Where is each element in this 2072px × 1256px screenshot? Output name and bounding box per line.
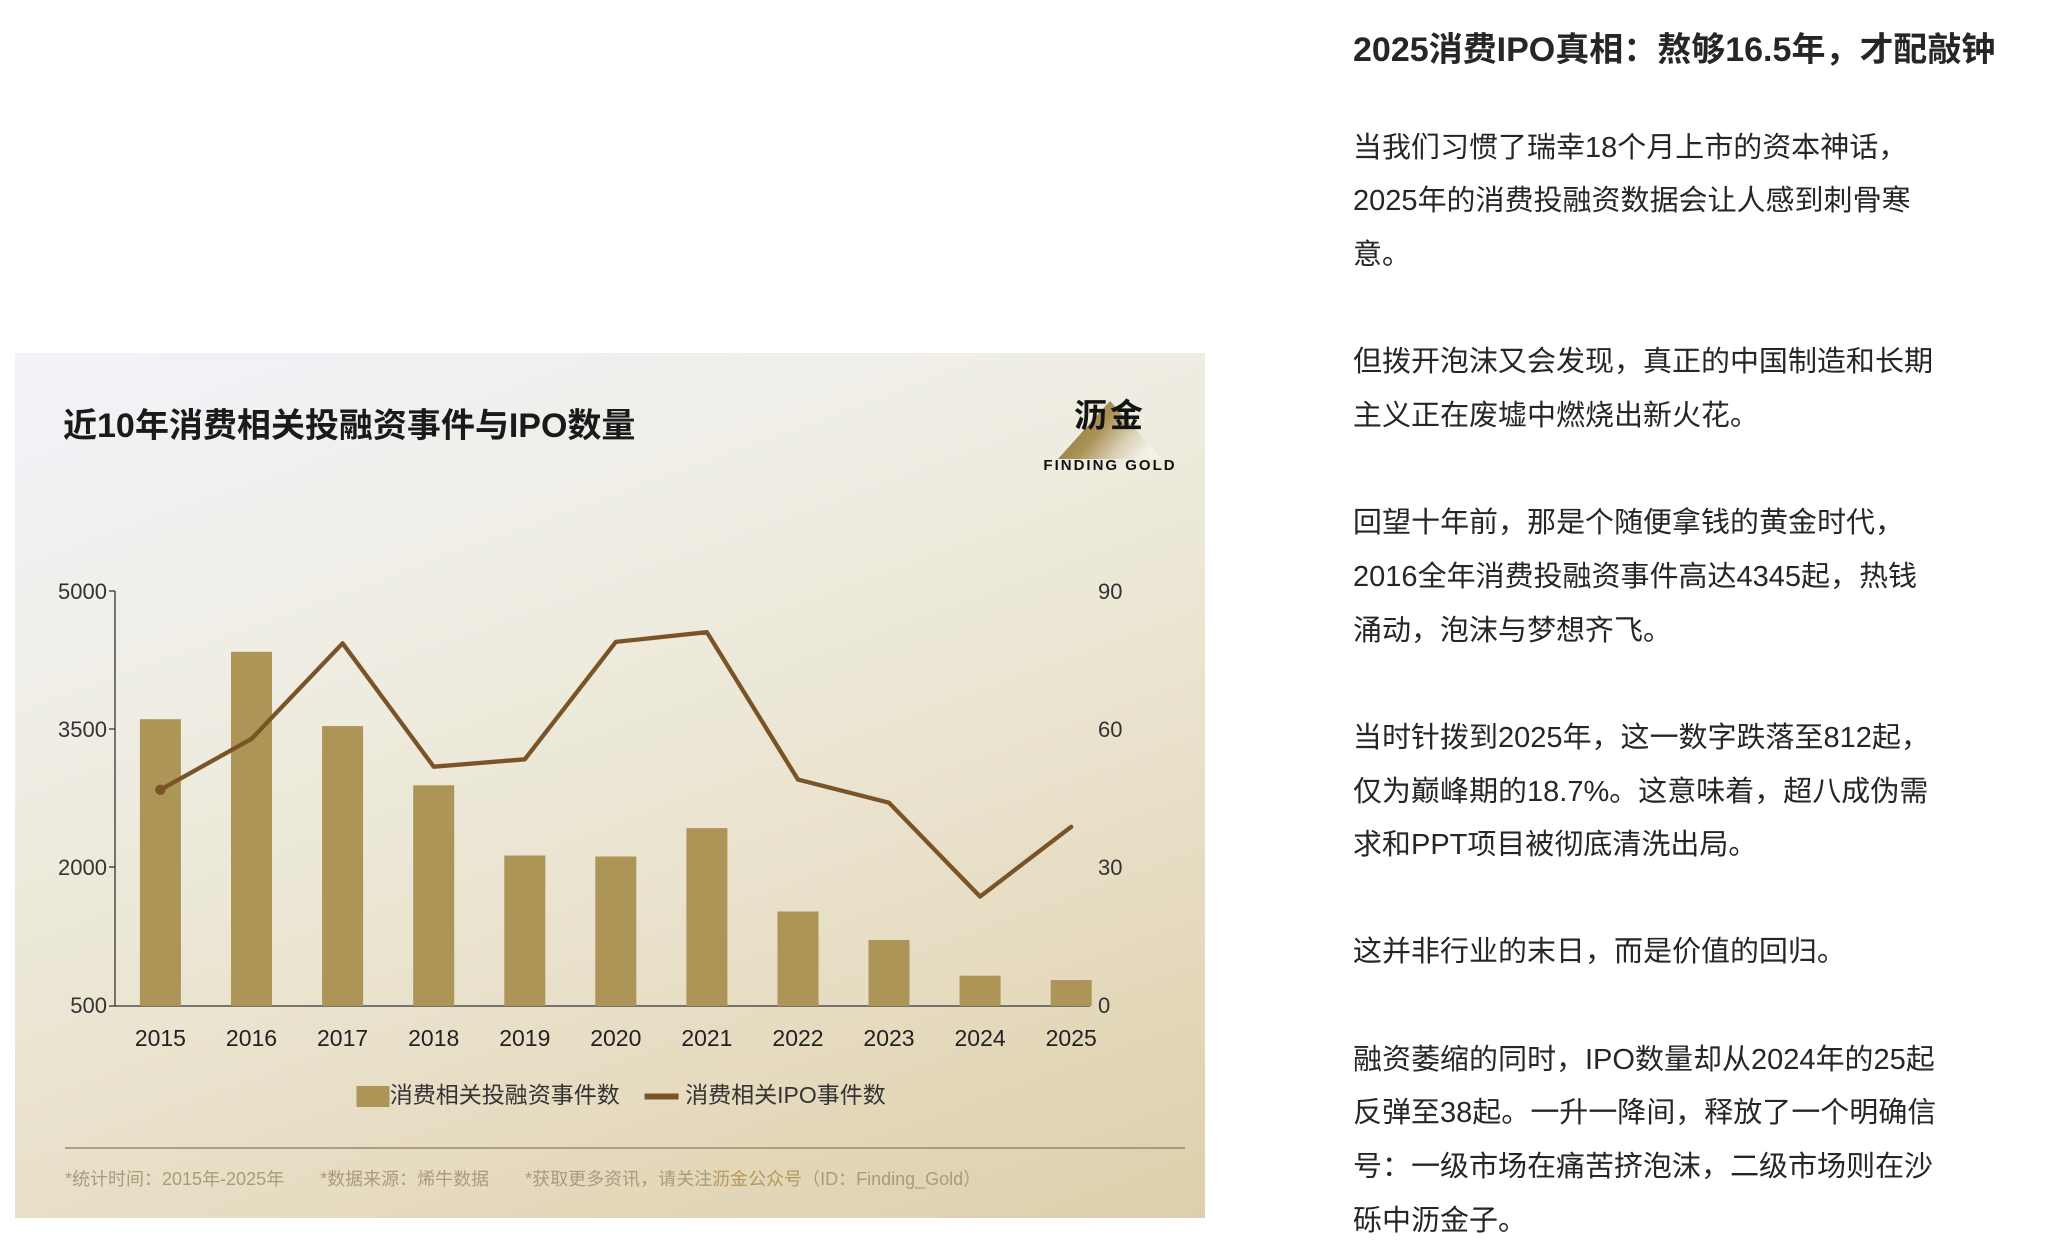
svg-text:90: 90 [1098, 579, 1122, 604]
svg-text:5000: 5000 [58, 579, 107, 604]
svg-text:2020: 2020 [590, 1025, 641, 1051]
svg-text:2017: 2017 [317, 1025, 368, 1051]
svg-text:2018: 2018 [408, 1025, 459, 1051]
svg-text:3500: 3500 [58, 717, 107, 742]
svg-text:消费相关IPO事件数: 消费相关IPO事件数 [685, 1082, 886, 1108]
svg-text:2000: 2000 [58, 855, 107, 880]
svg-text:2022: 2022 [772, 1025, 823, 1051]
svg-text:0: 0 [1098, 993, 1110, 1018]
svg-text:2025: 2025 [1046, 1025, 1097, 1051]
svg-text:*统计时间：2015年-2025年 *数据来源：烯牛数据: *统计时间：2015年-2025年 *数据来源：烯牛数据 *获取更多资讯，请关注… [65, 1169, 981, 1190]
svg-text:2023: 2023 [863, 1025, 914, 1051]
svg-text:2015: 2015 [135, 1025, 186, 1051]
svg-text:60: 60 [1098, 717, 1122, 742]
svg-text:2021: 2021 [681, 1025, 732, 1051]
svg-text:2019: 2019 [499, 1025, 550, 1051]
svg-text:500: 500 [70, 993, 107, 1018]
svg-text:2016: 2016 [226, 1025, 277, 1051]
svg-text:2024: 2024 [955, 1025, 1006, 1051]
svg-text:消费相关投融资事件数: 消费相关投融资事件数 [390, 1082, 620, 1108]
svg-text:30: 30 [1098, 855, 1122, 880]
